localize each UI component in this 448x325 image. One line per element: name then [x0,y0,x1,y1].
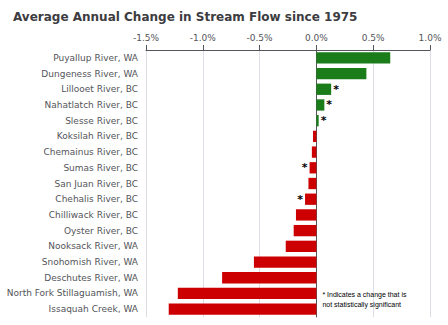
svg-text:Sumas River, BC: Sumas River, BC [63,163,138,173]
svg-text:-1.5%: -1.5% [133,33,160,43]
svg-text:San Juan River, BC: San Juan River, BC [54,179,138,189]
svg-text:*: * [326,98,332,111]
svg-text:*: * [321,114,327,127]
svg-text:not statistically significant: not statistically significant [322,301,401,309]
svg-text:Dungeness River, WA: Dungeness River, WA [41,69,139,79]
svg-text:Nahatlatch River, BC: Nahatlatch River, BC [45,100,138,110]
svg-text:Average Annual Change in Strea: Average Annual Change in Stream Flow sin… [13,10,357,24]
svg-text:-1.0%: -1.0% [190,33,217,43]
svg-text:Chilliwack River, BC: Chilliwack River, BC [49,210,138,220]
svg-text:0.5%: 0.5% [362,33,385,43]
svg-text:Slesse River, BC: Slesse River, BC [65,116,138,126]
svg-text:Lillooet River, BC: Lillooet River, BC [61,84,138,94]
svg-text:0.0%: 0.0% [305,33,328,43]
svg-text:* Indicates a change that is: * Indicates a change that is [322,291,407,299]
svg-text:Puyallup River, WA: Puyallup River, WA [53,53,139,63]
svg-text:North Fork Stillaguamish, WA: North Fork Stillaguamish, WA [7,288,139,298]
svg-text:Chehalis River, BC: Chehalis River, BC [55,194,138,204]
svg-text:Koksilah River, BC: Koksilah River, BC [57,131,138,141]
svg-text:*: * [333,83,339,96]
svg-text:1.0%: 1.0% [419,33,442,43]
svg-text:Snohomish River, WA: Snohomish River, WA [42,257,139,267]
svg-text:Deschutes River, WA: Deschutes River, WA [44,273,139,283]
svg-text:Oyster River, BC: Oyster River, BC [64,226,138,236]
svg-text:*: * [302,161,308,174]
svg-text:-0.5%: -0.5% [247,33,274,43]
svg-text:Chemainus River, BC: Chemainus River, BC [43,147,138,157]
svg-text:*: * [297,193,303,206]
svg-text:Nooksack River, WA: Nooksack River, WA [48,241,139,251]
svg-text:Issaquah Creek, WA: Issaquah Creek, WA [49,304,139,314]
